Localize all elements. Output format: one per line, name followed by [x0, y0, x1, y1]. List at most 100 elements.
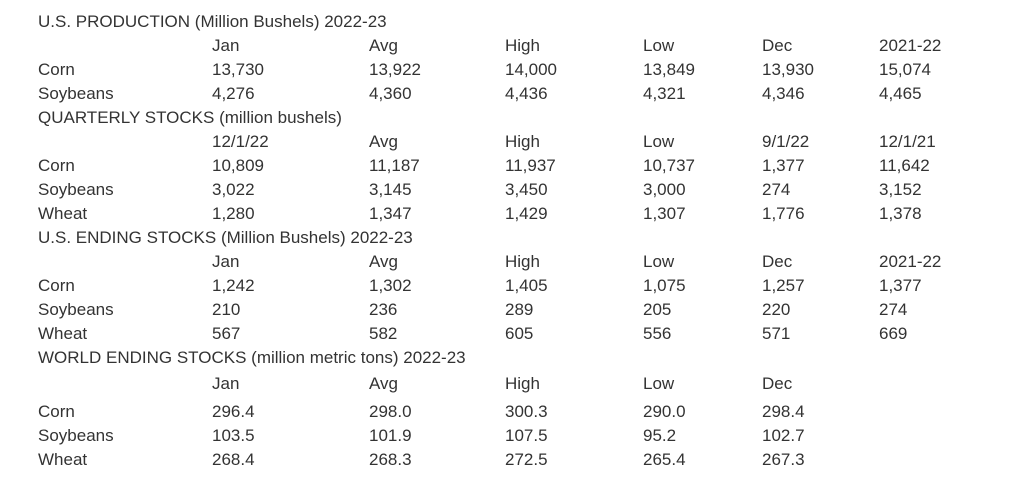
column-header: Low	[643, 252, 675, 271]
table-cell: 1,307	[643, 204, 686, 223]
row-label: Soybeans	[38, 426, 114, 445]
column-header: Jan	[212, 36, 240, 55]
row-label: Soybeans	[38, 84, 114, 103]
table-cell: 4,346	[762, 84, 805, 103]
column-header: Dec	[762, 252, 793, 271]
section-title: U.S. PRODUCTION (Million Bushels) 2022-2…	[38, 12, 387, 31]
column-header: Avg	[369, 132, 398, 151]
column-header: Low	[643, 36, 675, 55]
table-cell: 1,377	[762, 156, 805, 175]
table-row: Wheat 268.4 268.3 272.5 265.4 267.3	[22, 448, 1002, 472]
row-label: Wheat	[38, 324, 88, 343]
table-cell: 3,450	[505, 180, 548, 199]
top-spacer	[22, 0, 1002, 10]
column-header: 9/1/22	[762, 132, 810, 151]
table-cell: 582	[369, 324, 398, 343]
table-cell: 4,436	[505, 84, 548, 103]
table-cell: 296.4	[212, 402, 255, 421]
column-header: Jan	[212, 252, 240, 271]
table-row: Soybeans 4,276 4,360 4,436 4,321 4,346 4…	[22, 82, 1002, 106]
table-cell: 267.3	[762, 450, 805, 469]
column-header: Dec	[762, 36, 793, 55]
column-header: High	[505, 36, 540, 55]
column-header: 2021-22	[879, 36, 942, 55]
table-row: Wheat 1,280 1,347 1,429 1,307 1,776 1,37…	[22, 202, 1002, 226]
row-label: Corn	[38, 156, 75, 175]
table-cell: 1,429	[505, 204, 548, 223]
row-label: Soybeans	[38, 180, 114, 199]
table-cell: 3,000	[643, 180, 686, 199]
world-ending-stocks-section: WORLD ENDING STOCKS (million metric tons…	[22, 346, 1002, 472]
column-header: 12/1/22	[212, 132, 269, 151]
table-cell: 1,280	[212, 204, 255, 223]
table-cell: 571	[762, 324, 791, 343]
table-cell: 10,737	[643, 156, 695, 175]
table-cell: 298.4	[762, 402, 805, 421]
table-cell: 11,937	[505, 156, 556, 175]
table-cell: 298.0	[369, 402, 412, 421]
table-cell: 14,000	[505, 60, 557, 79]
table-cell: 4,465	[879, 84, 922, 103]
table-cell: 11,642	[879, 156, 930, 175]
row-label: Wheat	[38, 204, 88, 223]
table-cell: 107.5	[505, 426, 548, 445]
table-cell: 669	[879, 324, 908, 343]
column-header: 2021-22	[879, 252, 942, 271]
table-cell: 95.2	[643, 426, 677, 445]
column-header: Avg	[369, 252, 398, 271]
table-row: Corn 13,730 13,922 14,000 13,849 13,930 …	[22, 58, 1002, 82]
section-title: U.S. ENDING STOCKS (Million Bushels) 202…	[38, 228, 413, 247]
header-row: Jan Avg High Low Dec 2021-22	[22, 250, 1002, 274]
table-cell: 289	[505, 300, 534, 319]
column-header: Dec	[762, 374, 793, 393]
table-cell: 274	[762, 180, 791, 199]
table-cell: 1,242	[212, 276, 255, 295]
table-cell: 1,405	[505, 276, 548, 295]
table-row: Soybeans 210 236 289 205 220 274	[22, 298, 1002, 322]
table-row: Corn 1,242 1,302 1,405 1,075 1,257 1,377	[22, 274, 1002, 298]
table-cell: 265.4	[643, 450, 686, 469]
row-label: Soybeans	[38, 300, 114, 319]
table-cell: 210	[212, 300, 241, 319]
table-cell: 102.7	[762, 426, 805, 445]
header-row: Jan Avg High Low Dec 2021-22	[22, 34, 1002, 58]
column-header: Avg	[369, 36, 398, 55]
quarterly-stocks-section: QUARTERLY STOCKS (million bushels) 12/1/…	[22, 106, 1002, 226]
table-cell: 268.4	[212, 450, 255, 469]
table-cell: 274	[879, 300, 908, 319]
table-cell: 13,730	[212, 60, 264, 79]
table-cell: 103.5	[212, 426, 255, 445]
table-cell: 4,276	[212, 84, 255, 103]
column-header: Low	[643, 132, 675, 151]
table-row: Wheat 567 582 605 556 571 669	[22, 322, 1002, 346]
table-cell: 205	[643, 300, 672, 319]
table-row: Corn 296.4 298.0 300.3 290.0 298.4	[22, 400, 1002, 424]
us-ending-stocks-section: U.S. ENDING STOCKS (Million Bushels) 202…	[22, 226, 1002, 346]
table-cell: 236	[369, 300, 398, 319]
column-header: High	[505, 132, 540, 151]
table-cell: 13,849	[643, 60, 695, 79]
row-label: Wheat	[38, 450, 88, 469]
table-cell: 268.3	[369, 450, 412, 469]
table-cell: 605	[505, 324, 534, 343]
table-cell: 3,152	[879, 180, 922, 199]
table-cell: 101.9	[369, 426, 412, 445]
section-title: QUARTERLY STOCKS (million bushels)	[38, 108, 342, 127]
table-cell: 556	[643, 324, 672, 343]
table-cell: 3,145	[369, 180, 412, 199]
row-label: Corn	[38, 402, 75, 421]
table-cell: 13,930	[762, 60, 814, 79]
table-cell: 13,922	[369, 60, 421, 79]
table-cell: 4,321	[643, 84, 686, 103]
table-cell: 1,776	[762, 204, 805, 223]
stocks-report: U.S. PRODUCTION (Million Bushels) 2022-2…	[22, 0, 1002, 485]
column-header: Jan	[212, 374, 240, 393]
table-cell: 1,302	[369, 276, 412, 295]
column-header: 12/1/21	[879, 132, 936, 151]
table-row: Soybeans 103.5 101.9 107.5 95.2 102.7	[22, 424, 1002, 448]
column-header: High	[505, 252, 540, 271]
table-row: Corn 10,809 11,187 11,937 10,737 1,377 1…	[22, 154, 1002, 178]
table-cell: 290.0	[643, 402, 686, 421]
table-cell: 220	[762, 300, 791, 319]
header-row: Jan Avg High Low Dec	[22, 370, 1002, 398]
